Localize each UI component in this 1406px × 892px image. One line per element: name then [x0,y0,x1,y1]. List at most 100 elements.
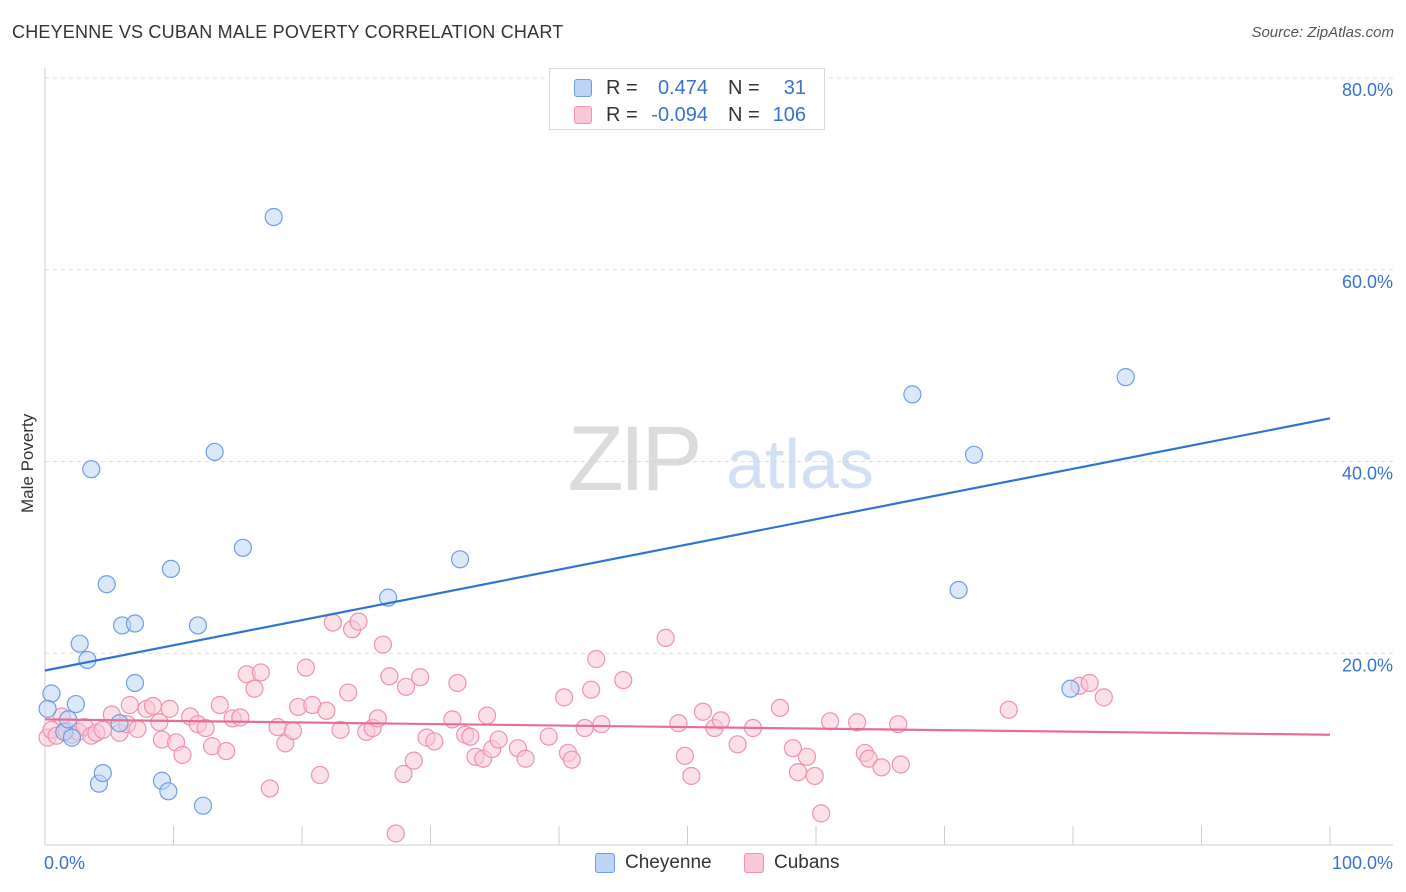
cubans-legend-swatch [744,853,764,873]
cubans-point [859,749,878,768]
cheyenne-swatch [574,79,592,97]
legend-row-cubans: R = -0.094 N = 106 [574,103,806,127]
cubans-point [143,696,163,716]
cubans-point [373,635,393,654]
trend-lines [44,417,1331,736]
cubans-point [231,708,250,727]
cubans-point [251,663,270,682]
cubans-point [120,695,139,715]
chart-title: CHEYENNE VS CUBAN MALE POVERTY CORRELATI… [12,22,564,42]
cubans-point [582,680,601,699]
cubans-point [812,804,831,823]
cubans-point [711,711,731,730]
cubans-point [411,668,430,687]
cubans-point [675,746,695,765]
cubans-point [770,698,790,717]
cubans-point [394,764,413,784]
gridlines [45,77,1393,654]
n-label: N = [728,103,760,126]
n-value: 106 [772,103,806,126]
legend-row-cheyenne: R = 0.474 N = 31 [574,76,806,100]
cheyenne-point [1116,368,1135,387]
y-tick-label: 40.0% [1342,464,1393,484]
cubans-point [339,683,358,702]
cheyenne-point [188,616,208,635]
r-value: 0.474 [657,76,708,99]
cubans-point [210,695,229,715]
cheyenne-point [159,782,178,801]
cubans-trend-line [44,718,1331,736]
cubans-point [283,721,303,741]
correlation-legend: R = 0.474 N = 31 R = -0.094 N = 106 [549,68,825,130]
cubans-point [404,751,423,770]
n-label: N = [728,76,760,99]
legend-item-cubans[interactable]: Cubans [744,852,840,874]
cubans-point [575,718,594,738]
cubans-point [425,732,444,751]
cheyenne-trend-line [44,417,1331,672]
cubans-point [614,670,633,690]
cubans-point [682,766,701,786]
cheyenne-point [97,575,116,594]
cubans-point [150,713,169,732]
watermark-zip: ZIP [567,408,698,510]
cheyenne-point [42,684,61,703]
cubans-point [93,720,112,740]
cubans-point [128,719,147,739]
cheyenne-point [264,207,283,227]
legend-label-cheyenne: Cheyenne [625,852,712,873]
cheyenne-point [1061,679,1080,698]
cubans-point [196,718,215,738]
cubans-point [783,739,802,758]
cheyenne-point [66,694,85,714]
cheyenne-legend-swatch [595,853,615,873]
cheyenne-point [93,763,112,783]
r-label: R = [606,76,638,99]
cheyenne-point [82,460,101,479]
cubans-point [999,700,1018,719]
tick-labels: 20.0% 40.0% 60.0% 80.0% 0.0% 100.0% [44,80,1393,873]
cubans-point [331,720,350,740]
cheyenne-point [903,385,922,404]
cheyenne-point [450,550,470,569]
cubans-point [310,765,330,785]
series-legend: Cheyenne Cubans [0,852,1406,878]
watermark: ZIP atlas [567,408,874,510]
cubans-point [848,713,867,732]
cubans-point [380,667,399,686]
cheyenne-point [964,445,984,464]
cubans-point [788,763,808,782]
x-tick-label: 100.0% [1332,853,1393,873]
cubans-point [656,628,675,648]
cheyenne-series [38,207,1135,815]
cubans-point [728,735,747,754]
cheyenne-point [205,442,224,462]
cubans-point [1094,688,1113,707]
cubans-point [562,750,581,769]
cubans-point [296,658,315,677]
cubans-point [349,612,368,631]
cheyenne-point [110,714,129,733]
legend-label-cubans: Cubans [774,852,840,873]
y-tick-label: 20.0% [1342,655,1393,675]
x-tick-label: 0.0% [44,853,85,873]
cubans-point [805,766,824,786]
cubans-point [592,715,611,734]
cubans-point [173,745,192,764]
cubans-point [217,741,236,761]
source-credit: Source: ZipAtlas.com [1251,24,1394,41]
cubans-point [891,755,910,774]
cubans-point [260,779,279,798]
cubans-point [669,714,688,733]
cubans-point [797,747,817,766]
cubans-point [245,679,264,698]
cheyenne-point [193,796,213,815]
r-value: -0.094 [651,103,708,126]
cubans-point [461,727,480,746]
cubans-point [396,677,416,696]
cheyenne-point [233,538,252,557]
legend-item-cheyenne[interactable]: Cheyenne [595,852,712,874]
y-tick-label: 80.0% [1342,80,1393,100]
cheyenne-point [161,559,181,578]
